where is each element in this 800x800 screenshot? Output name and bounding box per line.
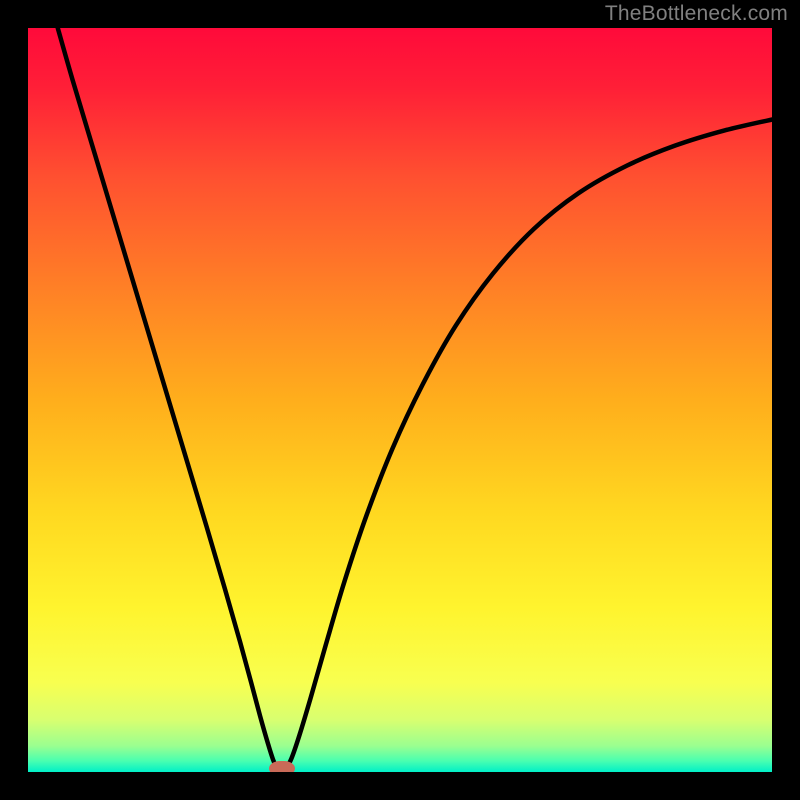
plot-area <box>28 28 772 772</box>
watermark-text: TheBottleneck.com <box>605 2 788 26</box>
chart-frame <box>0 0 800 800</box>
bottleneck-curve <box>28 28 772 772</box>
minimum-marker <box>269 761 295 772</box>
